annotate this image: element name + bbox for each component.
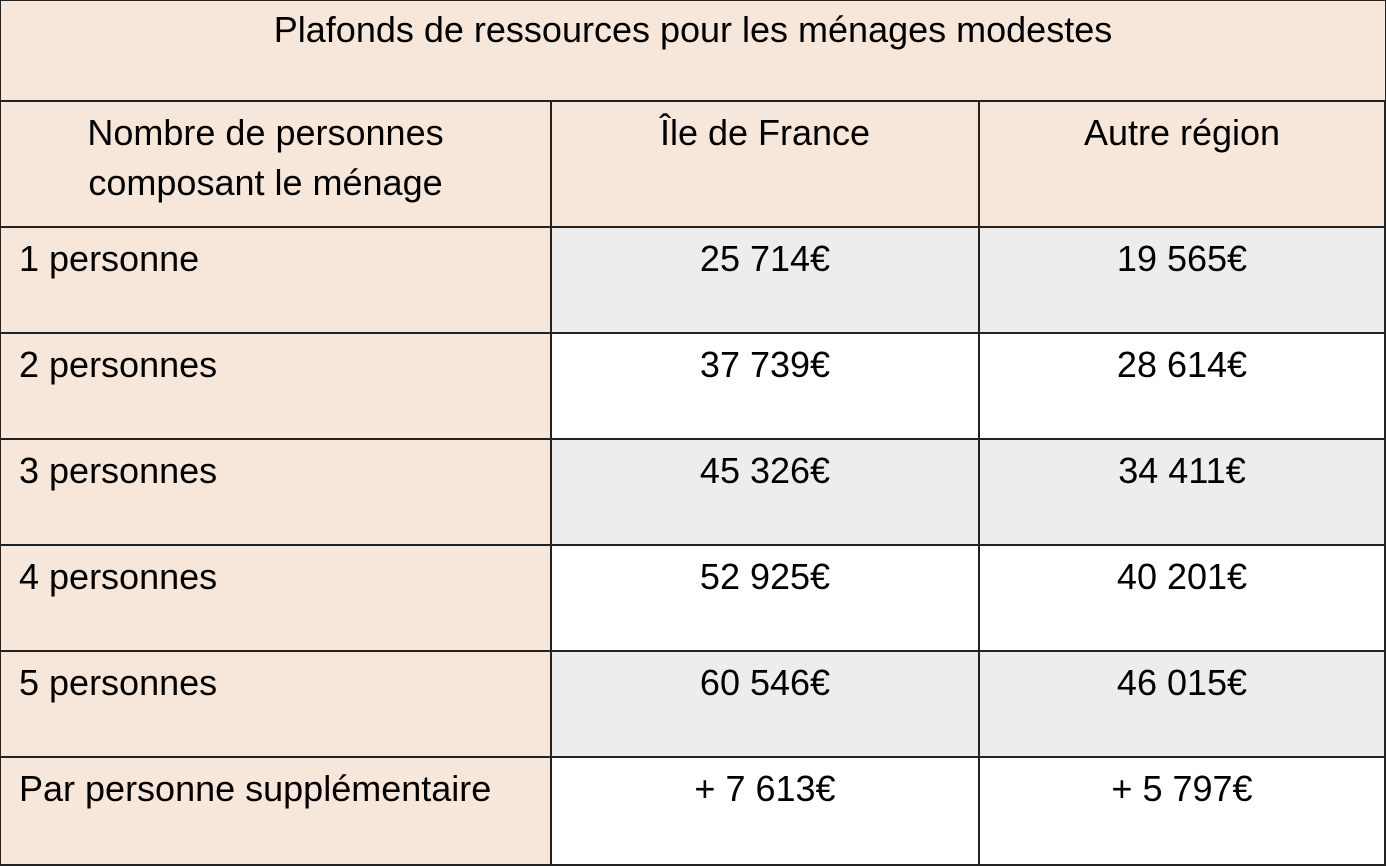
ile-de-france-value: 45 326€ [699, 450, 831, 491]
other-region-value: 40 201€ [1116, 556, 1248, 597]
ile-de-france-value-cell: 45 326€ [552, 440, 980, 546]
ile-de-france-value-cell: 25 714€ [552, 228, 980, 334]
row-label: 3 personnes [19, 450, 218, 491]
ile-de-france-value: 37 739€ [699, 344, 831, 385]
other-region-value-cell: 19 565€ [980, 228, 1386, 334]
ile-de-france-value-cell: 52 925€ [552, 546, 980, 652]
header-ile-de-france: Île de France [552, 102, 980, 228]
table-header-row: Nombre de personnes composant le ménage … [0, 102, 1386, 228]
ile-de-france-value-cell: + 7 613€ [552, 758, 980, 866]
row-label-cell: 4 personnes [0, 546, 552, 652]
other-region-value: + 5 797€ [1111, 768, 1253, 809]
other-region-value-cell: 34 411€ [980, 440, 1386, 546]
table-row: 3 personnes 45 326€ 34 411€ [0, 440, 1386, 546]
table-title: Plafonds de ressources pour les ménages … [273, 9, 1113, 50]
ile-de-france-value: 25 714€ [699, 238, 831, 279]
table-row: 4 personnes 52 925€ 40 201€ [0, 546, 1386, 652]
header-other-region-label: Autre région [1083, 112, 1281, 153]
row-label-cell: 1 personne [0, 228, 552, 334]
row-label: 2 personnes [19, 344, 218, 385]
row-label: 1 personne [19, 238, 200, 279]
ile-de-france-value: + 7 613€ [694, 768, 836, 809]
ile-de-france-value-cell: 37 739€ [552, 334, 980, 440]
row-label: 5 personnes [19, 662, 218, 703]
table-title-row: Plafonds de ressources pour les ménages … [0, 0, 1386, 102]
header-household-size-label: Nombre de personnes composant le ménage [87, 112, 444, 203]
other-region-value-cell: 28 614€ [980, 334, 1386, 440]
table-row: 1 personne 25 714€ 19 565€ [0, 228, 1386, 334]
ile-de-france-value-cell: 60 546€ [552, 652, 980, 758]
other-region-value-cell: + 5 797€ [980, 758, 1386, 866]
other-region-value-cell: 40 201€ [980, 546, 1386, 652]
header-other-region: Autre région [980, 102, 1386, 228]
ile-de-france-value: 60 546€ [699, 662, 831, 703]
ile-de-france-value: 52 925€ [699, 556, 831, 597]
other-region-value: 19 565€ [1116, 238, 1248, 279]
row-label: 4 personnes [19, 556, 218, 597]
other-region-value: 46 015€ [1116, 662, 1248, 703]
row-label-cell: 2 personnes [0, 334, 552, 440]
header-household-size: Nombre de personnes composant le ménage [0, 102, 552, 228]
header-ile-de-france-label: Île de France [659, 112, 871, 153]
table-row: 5 personnes 60 546€ 46 015€ [0, 652, 1386, 758]
table-row: 2 personnes 37 739€ 28 614€ [0, 334, 1386, 440]
other-region-value: 28 614€ [1116, 344, 1248, 385]
other-region-value-cell: 46 015€ [980, 652, 1386, 758]
row-label: Par personne supplémentaire [19, 768, 492, 809]
row-label-cell: 5 personnes [0, 652, 552, 758]
row-label-cell: Par personne supplémentaire [0, 758, 552, 866]
other-region-value: 34 411€ [1118, 450, 1246, 491]
row-label-cell: 3 personnes [0, 440, 552, 546]
table-row: Par personne supplémentaire + 7 613€ + 5… [0, 758, 1386, 866]
